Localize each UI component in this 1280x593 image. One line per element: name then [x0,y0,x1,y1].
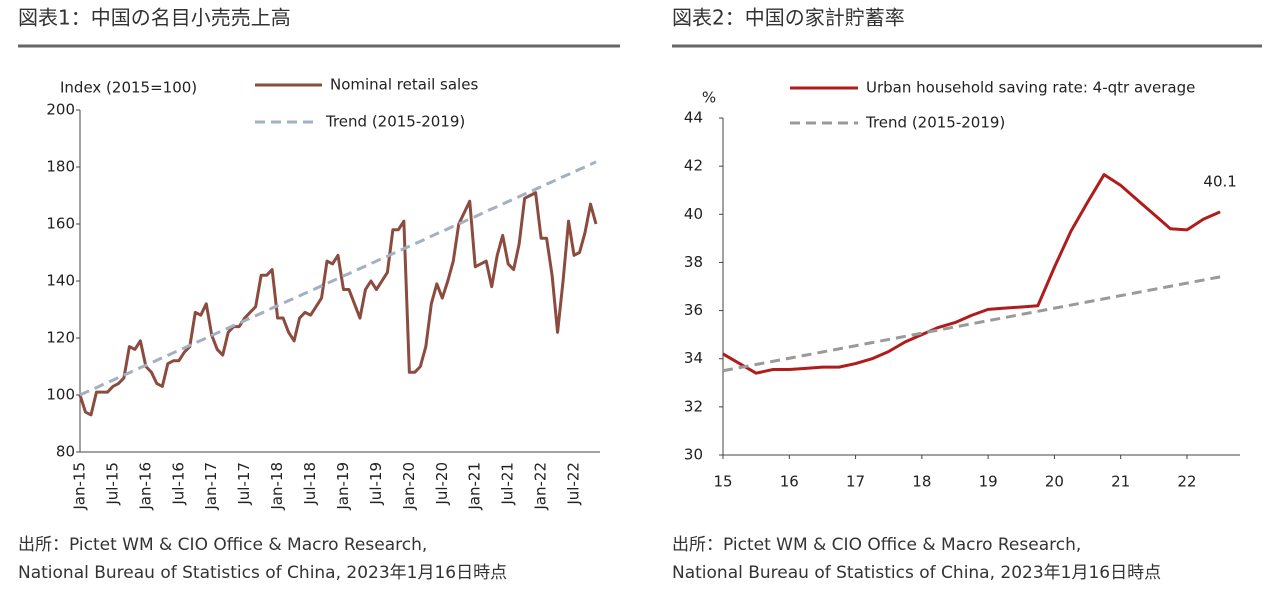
x-tick-label: Jul-19 [367,462,385,506]
y-tick-label: 160 [46,215,75,233]
y-tick-label: 38 [684,253,703,271]
y-tick-label: 34 [684,349,703,367]
x-tick-label: Jan-15 [71,462,89,511]
series-line [79,160,597,397]
y-tick-label: 180 [46,158,75,176]
y-axis-label: % [702,89,716,107]
y-axis-label: Index (2015=100) [60,79,197,97]
y-tick-label: 30 [684,446,703,464]
x-tick-label: Jul-20 [433,462,451,506]
legend-label: Nominal retail sales [330,76,478,94]
source-note: National Bureau of Statistics of China, … [672,563,1161,583]
x-tick-label: 17 [846,473,865,491]
x-tick-label: Jul-15 [103,462,121,506]
source-note: 出所：Pictet WM & CIO Office & Macro Resear… [672,535,1081,555]
series-line [78,191,598,417]
x-tick-label: Jan-21 [466,462,484,511]
x-tick-label: 18 [912,473,931,491]
legend-label: Urban household saving rate: 4-qtr avera… [866,79,1195,97]
x-tick-label: Jan-18 [268,462,286,511]
x-tick-label: Jul-16 [169,462,187,506]
y-tick-label: 200 [46,101,75,119]
chart-title: 図表1：中国の名目小売売上高 [18,6,291,30]
x-tick-label: Jan-16 [136,462,154,511]
y-tick-label: 140 [46,272,75,290]
x-tick-label: 16 [780,473,799,491]
x-tick-label: Jul-21 [499,462,517,506]
x-tick-label: Jan-19 [334,462,352,511]
y-tick-label: 44 [684,109,703,127]
x-tick-label: 15 [713,473,732,491]
x-tick-label: 21 [1111,473,1130,491]
series-line [722,275,1221,373]
x-tick-label: Jul-18 [301,462,319,506]
legend-label: Trend (2015-2019) [865,114,1005,132]
x-tick-label: Jul-17 [235,462,253,506]
y-tick-label: 100 [46,386,75,404]
x-tick-label: Jul-22 [565,462,583,506]
legend-label: Trend (2015-2019) [325,113,465,131]
data-label: 40.1 [1203,172,1236,190]
x-tick-label: 20 [1045,473,1064,491]
x-tick-label: Jan-22 [532,462,550,511]
x-tick-label: 19 [979,473,998,491]
y-tick-label: 120 [46,329,75,347]
x-tick-label: Jan-20 [400,462,418,511]
y-tick-label: 42 [684,157,703,175]
x-tick-label: 22 [1177,473,1196,491]
series-line [722,173,1221,375]
source-note: 出所：Pictet WM & CIO Office & Macro Resear… [18,535,427,555]
chart-title: 図表2：中国の家計貯蓄率 [672,6,905,30]
source-note: National Bureau of Statistics of China, … [18,563,507,583]
y-tick-label: 36 [684,301,703,319]
x-tick-label: Jan-17 [202,462,220,511]
y-tick-label: 40 [684,205,703,223]
y-tick-label: 32 [684,397,703,415]
y-tick-label: 80 [56,443,75,461]
